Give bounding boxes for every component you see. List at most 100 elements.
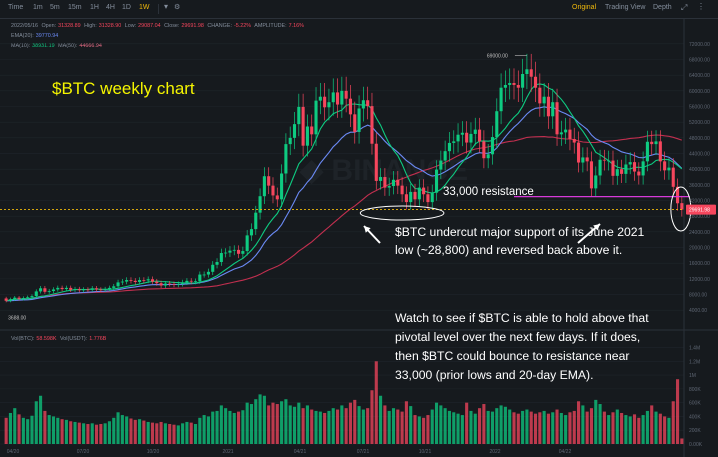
tab-15m[interactable]: 15m	[68, 4, 82, 11]
volume-bar	[353, 399, 357, 444]
candle-body	[624, 164, 628, 174]
volume-bar	[94, 424, 99, 444]
tab-depth[interactable]: Depth	[653, 4, 672, 11]
tab-original[interactable]: Original	[572, 4, 597, 11]
candle-body	[90, 288, 94, 290]
volume-bar	[249, 404, 254, 444]
candle-body	[594, 175, 598, 189]
volume-bar	[181, 423, 185, 444]
support-annotation: $BTC undercut major support of its June …	[395, 223, 644, 259]
volume-bar	[452, 412, 456, 444]
more-icon[interactable]: ⋮	[697, 2, 705, 11]
candle-body	[366, 100, 370, 107]
volume-bar	[486, 410, 490, 444]
volume-bar	[551, 412, 555, 444]
time-axis-label: 10/21	[419, 449, 432, 455]
candle-body	[348, 98, 353, 115]
volume-bar	[396, 409, 400, 444]
volume-bar	[297, 402, 301, 444]
candle-body	[215, 262, 219, 265]
candle-body	[654, 141, 658, 145]
candle-body	[150, 279, 155, 282]
tab-1d[interactable]: 1D	[122, 4, 131, 11]
candle-body	[292, 124, 297, 138]
tab-1w[interactable]: 1W	[139, 4, 150, 11]
volume-bar	[620, 412, 624, 444]
close-value: 29691.98	[181, 23, 204, 29]
candle-body	[206, 271, 210, 275]
volume-bar	[667, 417, 671, 444]
candle-body	[379, 177, 383, 181]
tab-4h[interactable]: 4H	[106, 4, 115, 11]
chevron-down-icon[interactable]: ▾	[164, 2, 169, 11]
candle-body	[658, 141, 662, 162]
fullscreen-icon[interactable]: ⤢	[681, 3, 688, 12]
candle-body	[598, 159, 602, 176]
candle-body	[271, 185, 275, 196]
volume-bar	[138, 419, 142, 444]
volume-bar	[460, 415, 464, 444]
candle-body	[542, 96, 546, 104]
outlook-annotation-line-1: Watch to see if $BTC is able to hold abo…	[395, 311, 649, 325]
ma10-label: MA(10):	[11, 43, 31, 49]
indicator-settings-icon[interactable]: ⚙	[174, 4, 181, 11]
candle-body	[632, 162, 637, 172]
amplitude-value: 7.16%	[288, 23, 304, 29]
candle-body	[26, 297, 30, 299]
tab-trading-view[interactable]: Trading View	[605, 4, 646, 11]
candle-body	[340, 90, 344, 105]
volume-bar	[383, 405, 387, 444]
candle-body	[314, 100, 318, 135]
candle-body	[258, 196, 262, 213]
volume-bar	[555, 409, 559, 444]
vol-usdt-value: 1.776B	[89, 336, 107, 342]
candle-body	[568, 129, 572, 140]
candle-body	[43, 288, 47, 292]
candle-body	[142, 280, 146, 281]
volume-bar	[90, 423, 94, 444]
volume-bar	[512, 412, 516, 444]
high-marker-label: 69000.00	[487, 54, 508, 60]
high-label: High:	[84, 23, 97, 29]
amplitude-label: AMPLITUDE:	[254, 23, 287, 29]
tab-1m[interactable]: 1m	[33, 4, 43, 11]
candle-body	[185, 280, 189, 283]
volume-bar	[680, 438, 684, 444]
candle-body	[146, 279, 150, 281]
volume-bar	[82, 423, 86, 444]
volume-bar	[650, 405, 654, 444]
candlestick-chart[interactable]: ◆ BINANCE72000.0068000.0064000.0060000.0…	[0, 18, 718, 457]
candle-body	[452, 141, 456, 143]
candle-body	[86, 289, 90, 291]
vol-usdt-label: Vol(USDT):	[59, 336, 88, 342]
candle-body	[495, 111, 499, 138]
tab-5m[interactable]: 5m	[50, 4, 60, 11]
volume-bar	[546, 413, 550, 444]
candle-body	[82, 289, 86, 291]
price-axis-label: 60000.00	[689, 89, 710, 95]
chart-title-annotation: $BTC weekly chart	[52, 79, 195, 98]
volume-bar	[146, 421, 150, 444]
candle-body	[17, 297, 21, 299]
time-axis-label: 07/21	[357, 449, 370, 455]
volume-bar	[598, 404, 602, 444]
candle-body	[663, 161, 667, 171]
ma50-value: 44666.94	[79, 43, 102, 49]
ma10-value: 38931.19	[32, 43, 55, 49]
volume-bar	[142, 420, 146, 444]
volume-bar	[159, 421, 163, 444]
volume-bar	[206, 416, 210, 444]
candle-body	[551, 102, 555, 117]
volume-bar	[116, 412, 120, 444]
volume-bar	[417, 416, 421, 444]
candle-body	[77, 289, 81, 291]
vol-btc-value: 58.598K	[36, 336, 57, 342]
tab-1h[interactable]: 1H	[90, 4, 99, 11]
high-value: 31328.90	[98, 23, 122, 29]
candle-body	[301, 106, 305, 146]
candle-body	[383, 177, 387, 188]
volume-bar	[671, 401, 675, 444]
candle-body	[521, 73, 525, 88]
time-axis-label: 2022	[489, 449, 500, 455]
tab-time[interactable]: Time	[8, 4, 24, 11]
